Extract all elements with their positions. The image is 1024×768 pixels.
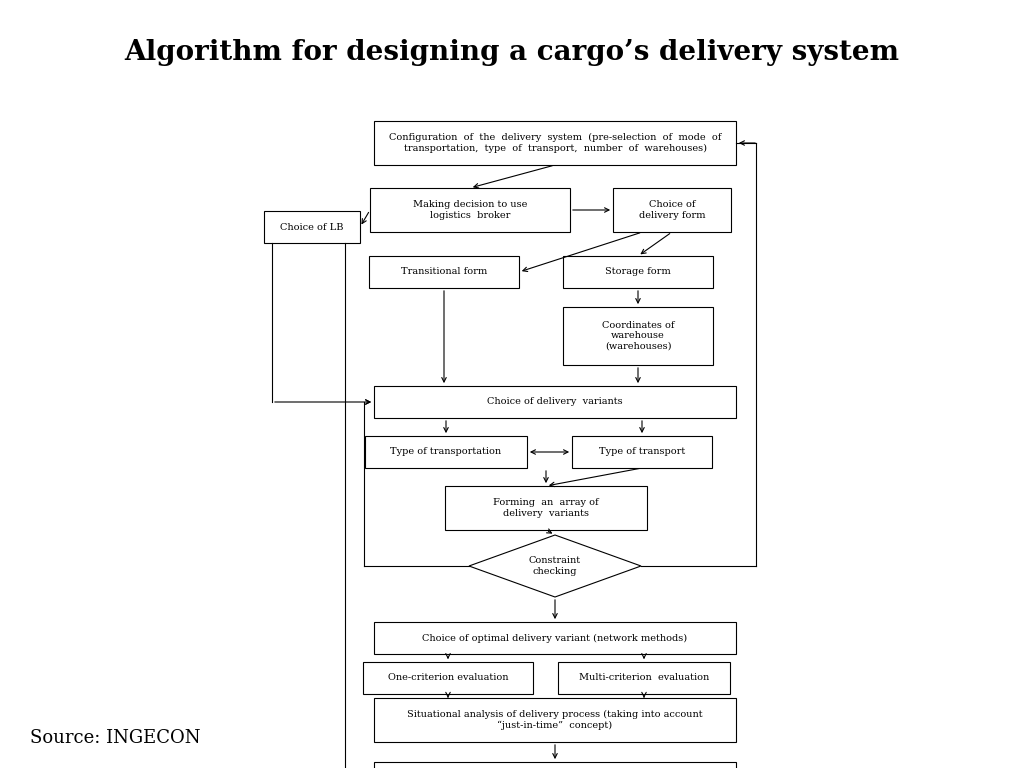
Text: Source: INGECON: Source: INGECON bbox=[30, 729, 201, 747]
Text: Choice of delivery  variants: Choice of delivery variants bbox=[487, 398, 623, 406]
Bar bbox=[563, 307, 713, 365]
Bar bbox=[365, 436, 527, 468]
Text: Forming  an  array of
delivery  variants: Forming an array of delivery variants bbox=[494, 498, 599, 518]
Text: Type of transport: Type of transport bbox=[599, 448, 685, 456]
Text: Making decision to use
logistics  broker: Making decision to use logistics broker bbox=[413, 200, 527, 220]
Bar bbox=[362, 662, 534, 694]
Text: Transitional form: Transitional form bbox=[400, 267, 487, 276]
Bar bbox=[374, 762, 736, 768]
Bar bbox=[369, 256, 519, 288]
Text: Choice of LB: Choice of LB bbox=[281, 223, 344, 231]
Bar bbox=[558, 662, 730, 694]
Bar bbox=[563, 256, 713, 288]
Text: Type of transportation: Type of transportation bbox=[390, 448, 502, 456]
Text: Situational analysis of delivery process (taking into account
“just-in-time”  co: Situational analysis of delivery process… bbox=[408, 710, 702, 730]
Bar bbox=[445, 486, 647, 530]
Text: Configuration  of  the  delivery  system  (pre-selection  of  mode  of
transport: Configuration of the delivery system (pr… bbox=[389, 133, 721, 153]
Text: Choice of optimal delivery variant (network methods): Choice of optimal delivery variant (netw… bbox=[423, 634, 687, 643]
Bar bbox=[370, 188, 570, 232]
Bar bbox=[374, 698, 736, 742]
Bar bbox=[264, 211, 360, 243]
Text: Coordinates of
warehouse
(warehouses): Coordinates of warehouse (warehouses) bbox=[602, 321, 674, 351]
Text: Multi-criterion  evaluation: Multi-criterion evaluation bbox=[579, 674, 710, 683]
Text: Algorithm for designing a cargo’s delivery system: Algorithm for designing a cargo’s delive… bbox=[125, 38, 899, 65]
Text: Constraint
checking: Constraint checking bbox=[529, 556, 581, 576]
Bar bbox=[374, 386, 736, 418]
Bar bbox=[572, 436, 712, 468]
Text: Choice of
delivery form: Choice of delivery form bbox=[639, 200, 706, 220]
Text: Storage form: Storage form bbox=[605, 267, 671, 276]
Text: One-criterion evaluation: One-criterion evaluation bbox=[388, 674, 508, 683]
Bar bbox=[374, 622, 736, 654]
Bar bbox=[613, 188, 731, 232]
Polygon shape bbox=[469, 535, 641, 597]
Bar bbox=[374, 121, 736, 165]
